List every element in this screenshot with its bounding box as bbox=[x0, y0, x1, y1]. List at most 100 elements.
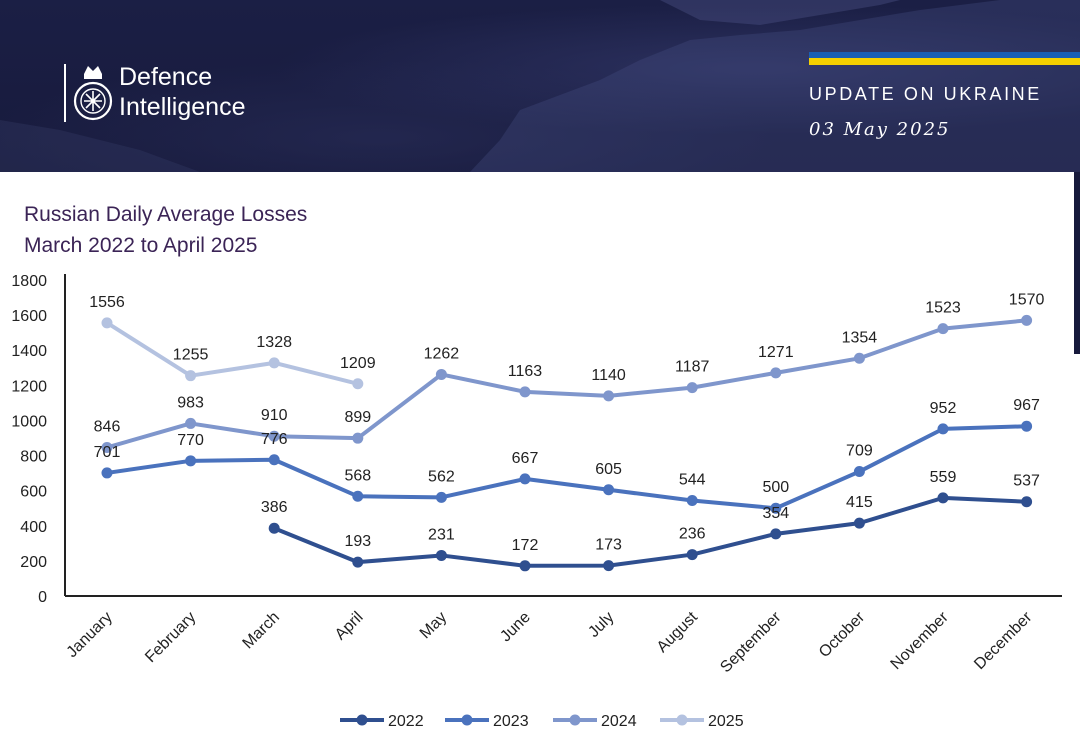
data-point-2024 bbox=[101, 441, 113, 453]
y-tick-label: 1800 bbox=[11, 273, 47, 290]
x-tick-label: September bbox=[717, 608, 785, 676]
header-banner: Defence Intelligence UPDATE ON UKRAINE 0… bbox=[0, 0, 1080, 172]
update-label: UPDATE ON UKRAINE bbox=[809, 84, 1042, 104]
update-date: 03 May 2025 bbox=[809, 119, 951, 140]
data-label-2024: 1140 bbox=[591, 367, 626, 384]
ukraine-flag-blue bbox=[809, 52, 1080, 58]
series-line-2023 bbox=[106, 424, 1027, 511]
data-label-2023: 605 bbox=[595, 461, 622, 478]
crest-icon bbox=[73, 66, 113, 121]
x-tick-label: December bbox=[971, 608, 1036, 673]
data-point-2023 bbox=[937, 423, 949, 435]
data-point-2023 bbox=[435, 491, 447, 503]
data-label-2024: 1523 bbox=[925, 300, 961, 317]
legend-marker-2022 bbox=[356, 714, 368, 726]
data-point-2022 bbox=[770, 528, 782, 540]
data-point-2024 bbox=[603, 390, 615, 402]
data-point-2024 bbox=[268, 430, 280, 442]
logo-divider bbox=[64, 64, 66, 122]
data-label-2023: 701 bbox=[94, 444, 121, 461]
series-line-2024 bbox=[106, 318, 1027, 450]
data-point-2022 bbox=[435, 549, 447, 561]
data-point-2023 bbox=[101, 467, 113, 479]
data-label-2022: 559 bbox=[930, 469, 957, 486]
ukraine-flag-yellow bbox=[809, 58, 1080, 65]
series-line-2022 bbox=[273, 495, 1027, 568]
data-label-2024: 899 bbox=[344, 409, 371, 426]
data-point-2024 bbox=[686, 382, 698, 394]
data-label-2022: 386 bbox=[261, 499, 288, 516]
x-tick-label: February bbox=[142, 609, 199, 666]
org-line-2: Intelligence bbox=[119, 93, 246, 121]
data-point-2025 bbox=[268, 357, 280, 369]
line-chart: 0 200 400 600 800 1000 1200 1400 1600 1800 January… bbox=[11, 273, 1062, 730]
data-label-2023: 562 bbox=[428, 468, 455, 485]
data-label-2025: 1209 bbox=[340, 355, 376, 372]
legend-label-2025: 2025 bbox=[708, 713, 744, 730]
org-line-1: Defence bbox=[119, 63, 213, 91]
x-tick-label: July bbox=[585, 609, 617, 641]
data-point-2024 bbox=[937, 323, 949, 335]
data-label-2024: 1163 bbox=[508, 363, 543, 380]
y-tick-label: 1200 bbox=[11, 378, 47, 395]
x-tick-label: March bbox=[240, 609, 283, 652]
data-label-2022: 354 bbox=[762, 505, 789, 522]
data-point-2023 bbox=[519, 473, 531, 485]
data-point-2023 bbox=[268, 454, 280, 466]
data-point-2023 bbox=[352, 490, 364, 502]
data-point-2024 bbox=[519, 386, 531, 398]
data-point-2023 bbox=[686, 494, 698, 506]
data-point-2024 bbox=[853, 352, 865, 364]
data-point-2022 bbox=[853, 517, 865, 529]
data-label-2024: 1187 bbox=[675, 359, 710, 376]
data-point-2022 bbox=[603, 560, 615, 572]
x-tick-label: April bbox=[332, 609, 367, 644]
y-tick-label: 800 bbox=[20, 449, 47, 466]
data-point-2024 bbox=[185, 417, 197, 429]
panel-edge bbox=[1074, 172, 1080, 354]
x-tick-label: November bbox=[888, 608, 953, 673]
chart-subtitle: March 2022 to April 2025 bbox=[24, 234, 258, 257]
y-tick-label: 200 bbox=[20, 554, 47, 571]
data-label-2025: 1556 bbox=[89, 294, 125, 311]
data-point-2022 bbox=[1021, 496, 1033, 508]
chart-title-block: Russian Daily Average Losses March 2022 … bbox=[24, 199, 307, 261]
data-point-2025 bbox=[352, 378, 364, 390]
data-label-2022: 537 bbox=[1013, 473, 1040, 490]
map-background bbox=[0, 0, 1080, 172]
data-label-2024: 1354 bbox=[842, 329, 878, 346]
data-label-2025: 1328 bbox=[256, 334, 292, 351]
legend-marker-2024 bbox=[569, 714, 581, 726]
data-label-2024: 846 bbox=[94, 418, 121, 435]
data-point-2025 bbox=[185, 370, 197, 382]
data-label-2023: 770 bbox=[177, 432, 204, 449]
x-tick-label: June bbox=[497, 609, 534, 646]
data-point-2023 bbox=[770, 502, 782, 514]
data-label-2024: 1262 bbox=[424, 345, 460, 362]
legend-label-2022: 2022 bbox=[388, 713, 424, 730]
data-label-2022: 172 bbox=[512, 537, 539, 554]
data-point-2024 bbox=[435, 368, 447, 380]
x-tick-label: August bbox=[654, 608, 702, 656]
data-label-2024: 1271 bbox=[758, 344, 794, 361]
legend-marker-2025 bbox=[676, 714, 688, 726]
x-tick-label: January bbox=[64, 609, 116, 661]
data-label-2023: 967 bbox=[1013, 397, 1040, 414]
data-point-2022 bbox=[352, 556, 364, 568]
data-point-2025 bbox=[101, 317, 113, 329]
y-tick-label: 1000 bbox=[11, 413, 47, 430]
data-label-2024: 983 bbox=[177, 394, 204, 411]
y-tick-label: 1400 bbox=[11, 343, 47, 360]
data-label-2023: 709 bbox=[846, 443, 873, 460]
x-tick-label: May bbox=[417, 609, 450, 642]
data-label-2023: 500 bbox=[762, 479, 789, 496]
data-point-2022 bbox=[937, 492, 949, 504]
legend-label-2023: 2023 bbox=[493, 713, 529, 730]
data-label-2025: 1255 bbox=[173, 347, 209, 364]
y-tick-label: 600 bbox=[20, 484, 47, 501]
legend-marker-2023 bbox=[461, 714, 473, 726]
y-tick-label: 1600 bbox=[11, 308, 47, 325]
data-label-2022: 173 bbox=[595, 537, 622, 554]
data-point-2023 bbox=[853, 466, 865, 478]
data-point-2023 bbox=[185, 455, 197, 467]
